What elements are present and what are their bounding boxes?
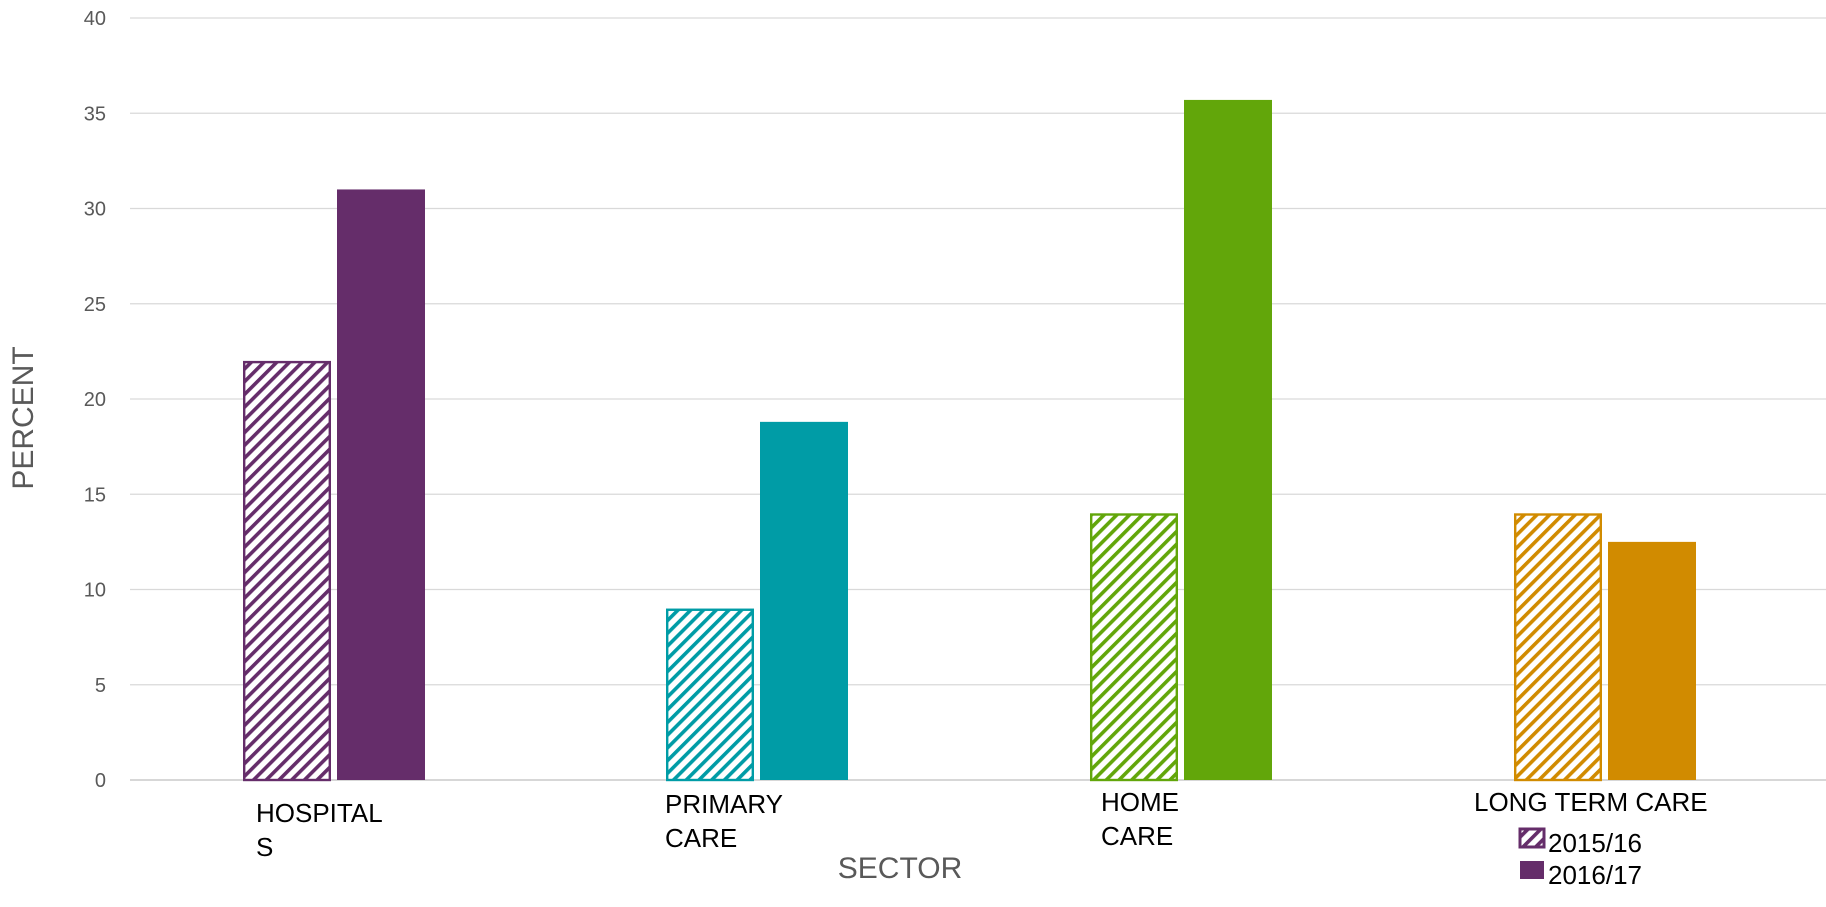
x-category-label: LONG TERM CARE <box>1474 787 1708 817</box>
x-category-label: PRIMARY CARE <box>665 789 783 853</box>
bars <box>242 99 1696 782</box>
y-tick-label: 10 <box>84 580 106 602</box>
bar-2016-17 <box>1184 99 1272 781</box>
legend-swatch-2016-17 <box>1520 861 1544 879</box>
x-category-label: HOSPITAL S <box>256 798 383 862</box>
y-axis-ticks: 0 5 10 15 20 25 30 35 40 <box>84 8 106 792</box>
bar-2015-16 <box>1513 513 1602 782</box>
x-axis-category-labels: HOSPITAL S PRIMARY CARE HOME CARE LONG TERM CA… <box>256 787 1708 862</box>
y-tick-label: 5 <box>95 675 106 697</box>
legend-label: 2016/17 <box>1548 860 1642 890</box>
bar-2015-16 <box>666 608 755 782</box>
y-tick-label: 40 <box>84 8 106 30</box>
y-tick-label: 0 <box>95 770 106 792</box>
y-axis-title: PERCENT <box>7 346 40 489</box>
x-axis-title: SECTOR <box>838 852 962 885</box>
y-tick-label: 25 <box>84 294 106 316</box>
y-tick-label: 15 <box>84 484 106 506</box>
y-tick-label: 35 <box>84 103 106 125</box>
y-tick-label: 30 <box>84 199 106 221</box>
bar-2016-17 <box>337 189 425 780</box>
bar-2016-17 <box>760 421 848 780</box>
x-category-label: HOME CARE <box>1101 787 1179 851</box>
bar-2016-17 <box>1608 541 1696 780</box>
y-tick-label: 20 <box>84 389 106 411</box>
bar-2015-16 <box>242 360 331 782</box>
legend-label: 2015/16 <box>1548 828 1642 858</box>
legend-swatch-2015-16 <box>1518 827 1546 849</box>
bar-2015-16 <box>1089 513 1178 782</box>
